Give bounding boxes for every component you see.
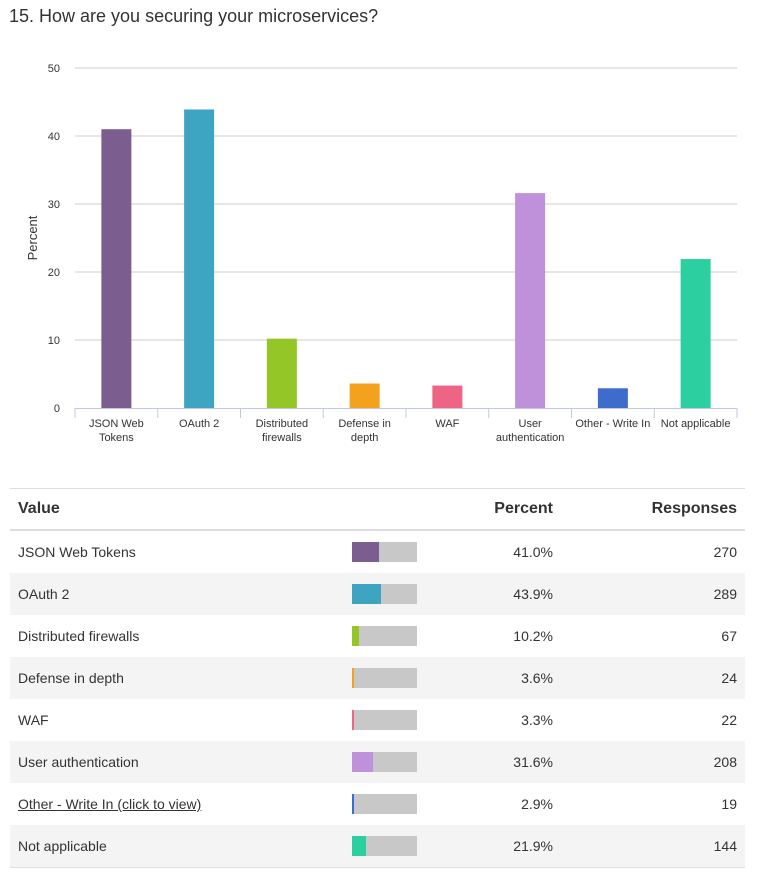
percent-bar [352,794,417,814]
percent-bar [352,584,417,604]
percent-bar-fill [352,794,354,814]
row-label: Distributed firewalls [18,628,140,644]
y-tick-label: 40 [48,131,60,143]
y-tick-label: 10 [48,335,60,347]
y-tick-label: 30 [48,199,60,211]
y-tick-label: 0 [54,403,60,415]
row-percent: 10.2% [513,628,553,644]
header-value: Value [10,488,344,531]
percent-bar [352,836,417,856]
percent-bar-fill [352,752,373,772]
percent-bar [352,626,417,646]
table-row: JSON Web Tokens 41.0% 270 [10,530,745,573]
percent-bar-fill [352,668,355,688]
y-axis-label: Percent [25,215,40,260]
row-label: User authentication [18,754,139,770]
row-label: Not applicable [18,838,107,854]
percent-bar [352,668,417,688]
row-responses: 289 [561,573,745,615]
percent-bar-fill [352,710,355,730]
x-tick-label: User [519,418,543,430]
bar-3 [349,383,380,408]
question-title: 15. How are you securing your microservi… [9,6,379,26]
row-label: OAuth 2 [18,586,70,602]
bar-5 [515,193,546,408]
row-percent: 3.3% [521,712,553,728]
percent-bar-fill [352,836,367,856]
percent-bar [352,752,417,772]
results-table: Value Percent Responses JSON Web Tokens … [10,488,745,868]
header-percent: Percent [425,488,561,531]
row-percent: 21.9% [425,825,561,868]
row-label: JSON Web Tokens [18,544,136,560]
table-row: Defense in depth 3.6% 24 [10,657,745,699]
x-tick-label: depth [351,432,379,444]
row-label: WAF [18,712,49,728]
table-row: WAF 3.3% 22 [10,699,745,741]
bar-2 [266,338,297,408]
row-responses: 67 [721,628,737,644]
table-header-row: Value Percent Responses [10,488,745,531]
row-percent: 43.9% [425,573,561,615]
row-percent: 2.9% [521,796,553,812]
x-tick-label: Defense in [338,418,391,430]
y-tick-label: 50 [48,63,60,75]
y-tick-label: 20 [48,267,60,279]
x-tick-label: JSON Web [89,418,144,430]
percent-bar [352,542,417,562]
row-responses: 24 [561,657,745,699]
x-tick-label: WAF [435,418,459,430]
bar-4 [432,385,463,408]
table-row: OAuth 2 43.9% 289 [10,573,745,615]
x-tick-label: firewalls [262,432,302,444]
x-tick-label: Tokens [99,432,134,444]
bar-0 [101,129,132,408]
row-responses: 22 [721,712,737,728]
bar-6 [597,388,628,408]
bar-7 [680,259,711,408]
x-tick-label: Not applicable [661,418,731,430]
bar-chart: 0 10 20 30 40 50 Percent JSON Web Tokens OAuth 2 D… [25,63,738,444]
table-row: Other - Write In (click to view) 2.9% 19 [10,783,745,825]
table-row: Distributed firewalls 10.2% 67 [10,615,745,657]
row-responses: 270 [713,544,737,560]
x-tick-label: Other - Write In [575,418,650,430]
bar-1 [184,109,215,409]
row-responses: 144 [561,825,745,868]
percent-bar-fill [352,542,379,562]
other-write-in-link[interactable]: Other - Write In (click to view) [18,796,202,812]
row-percent: 31.6% [425,741,561,783]
percent-bar-fill [352,626,359,646]
table-row: Not applicable 21.9% 144 [10,825,745,868]
row-label: Defense in depth [18,670,124,686]
percent-bar [352,710,417,730]
x-tick-label: Distributed [256,418,309,430]
percent-bar-fill [352,584,381,604]
row-responses: 208 [561,741,745,783]
row-percent: 3.6% [425,657,561,699]
header-responses: Responses [561,488,745,531]
row-responses: 19 [721,796,737,812]
x-tick-label: authentication [496,432,565,444]
row-percent: 41.0% [513,544,553,560]
x-tick-label: OAuth 2 [179,418,219,430]
table-row: User authentication 31.6% 208 [10,741,745,783]
